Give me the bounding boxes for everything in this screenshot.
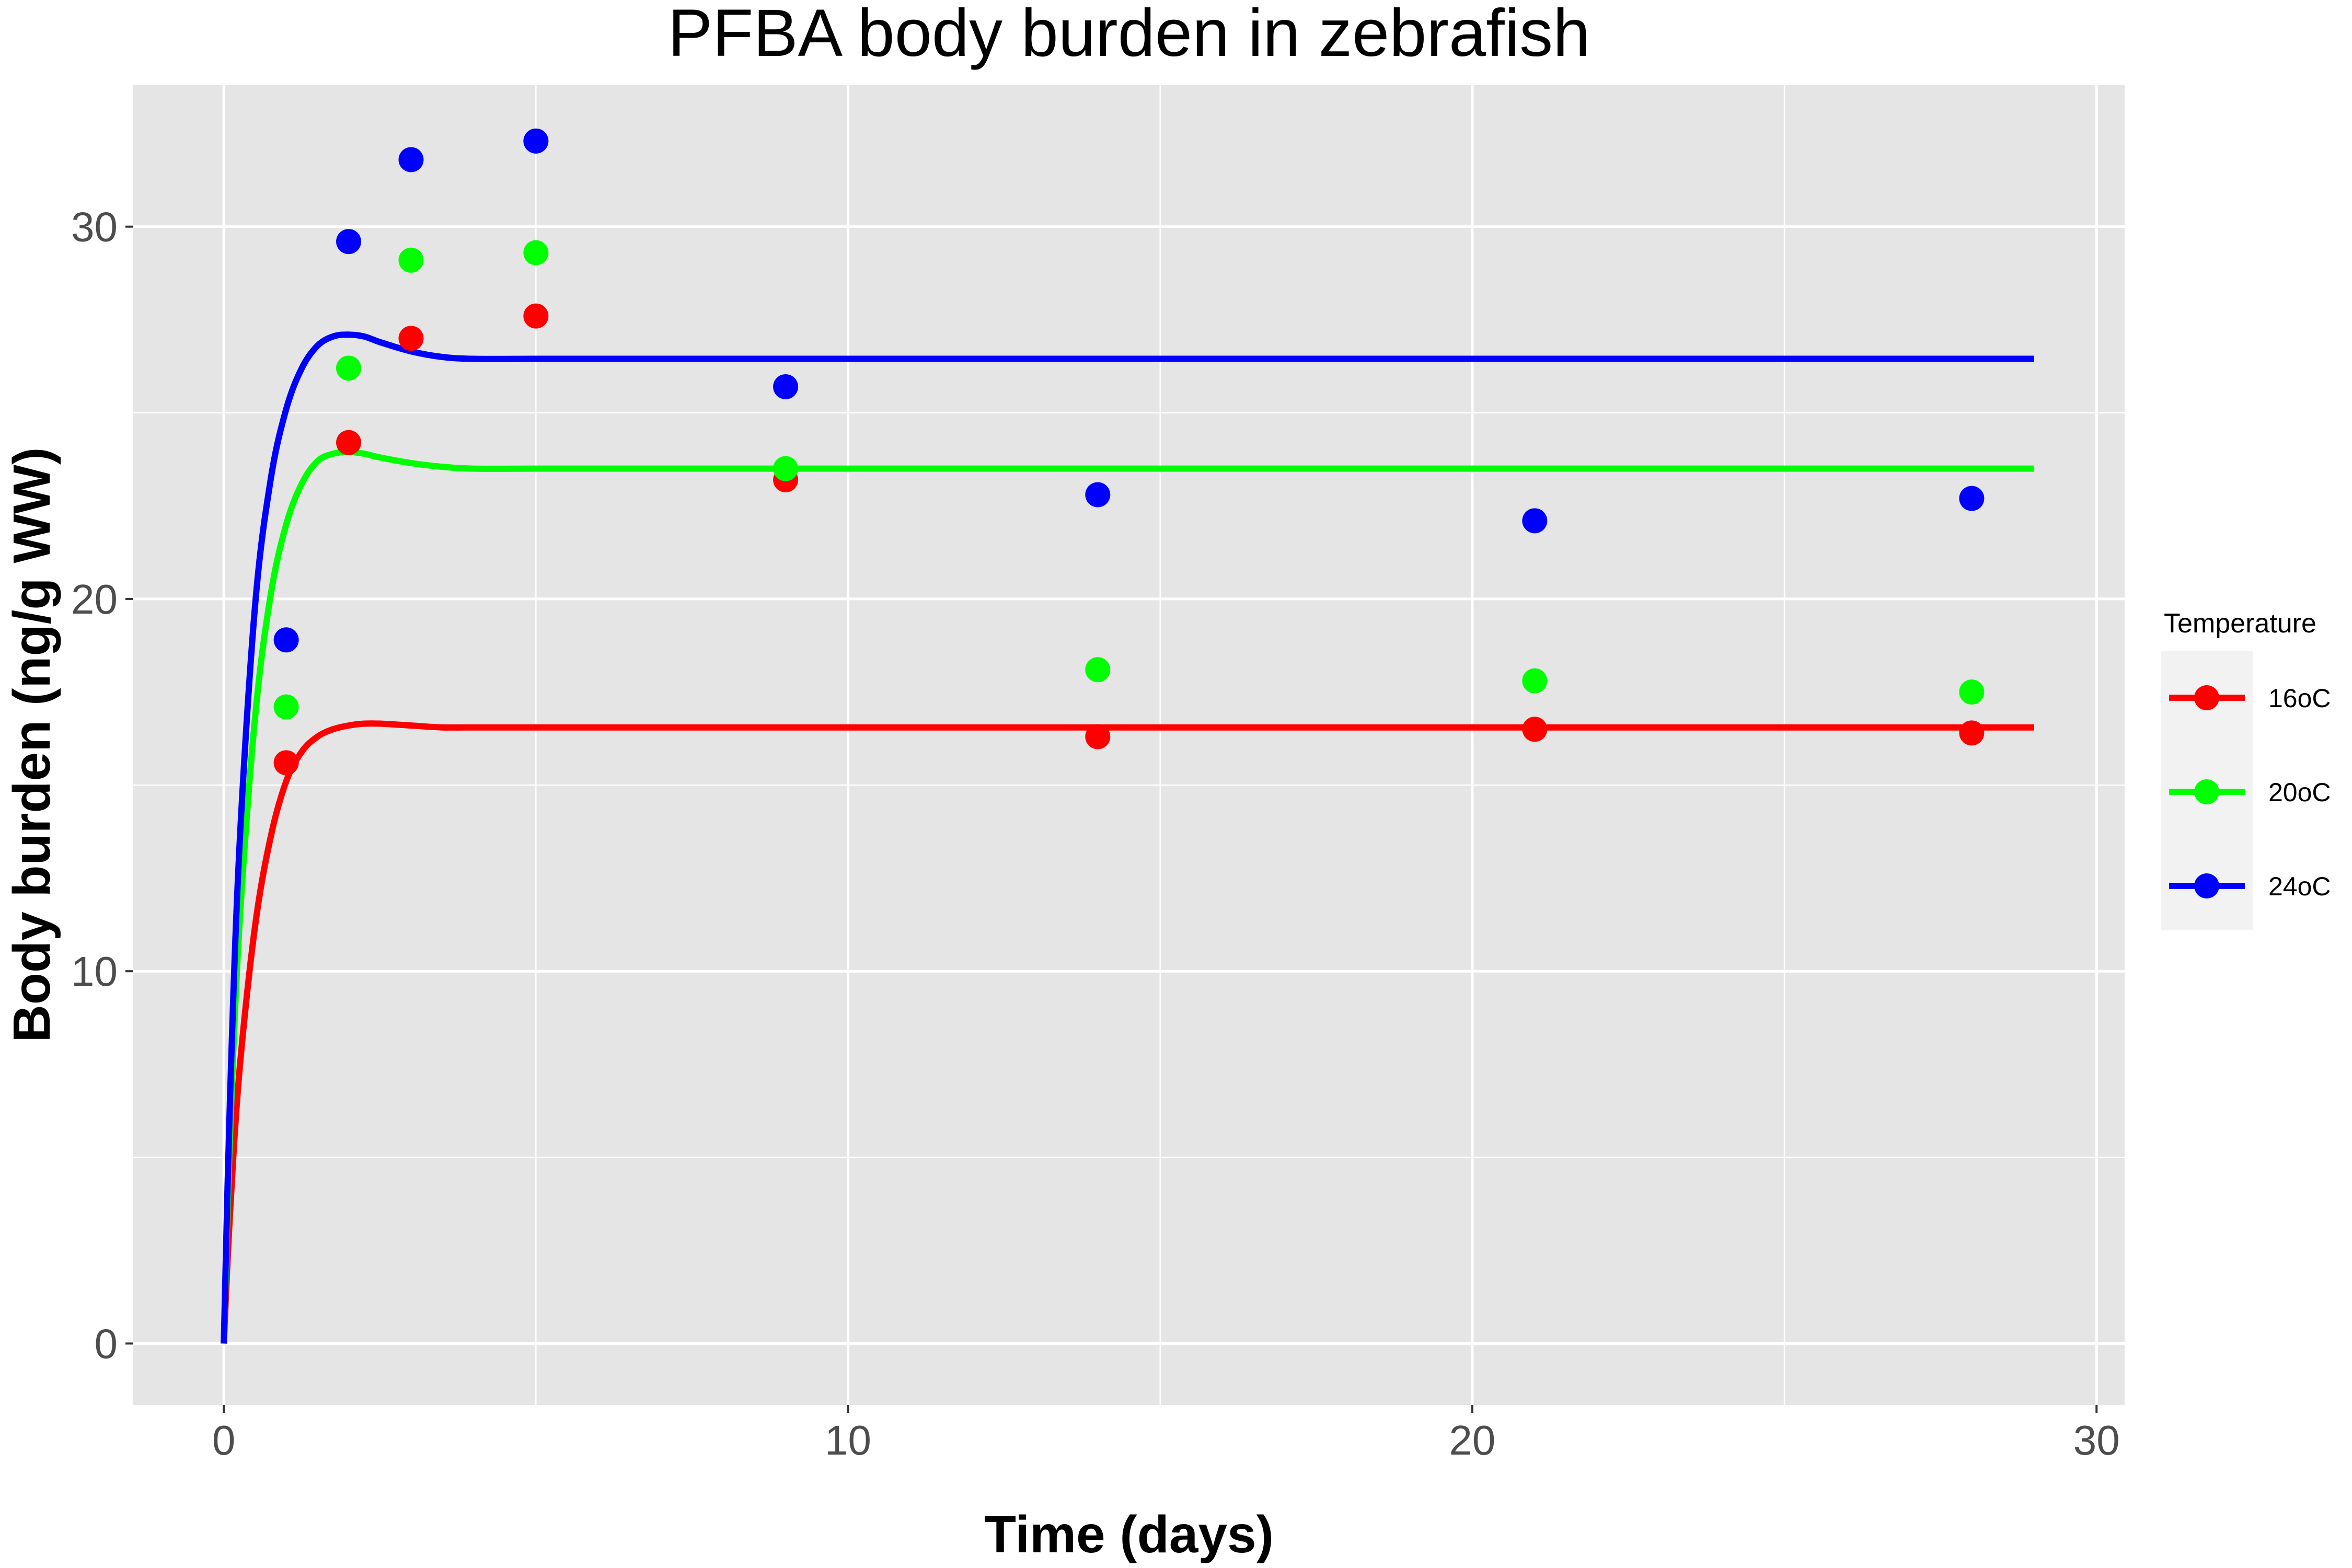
data-points: [273, 128, 1985, 776]
legend-label: 24oC: [2268, 872, 2331, 901]
data-point-20oC: [273, 694, 299, 720]
data-point-20oC: [1522, 668, 1548, 694]
major-gridlines: [133, 85, 2125, 1405]
fit-curves: [221, 331, 2034, 1344]
fit-line-20oC: [221, 448, 2034, 1344]
x-tick-label: 10: [825, 1417, 871, 1463]
y-tick-label: 30: [71, 204, 118, 250]
data-point-24oC: [773, 374, 799, 399]
data-point-16oC: [523, 303, 549, 329]
data-point-16oC: [273, 750, 299, 776]
y-axis-title: Body burden (ng/g WW): [3, 447, 61, 1043]
x-tick-label: 20: [1449, 1417, 1495, 1463]
legend-label: 20oC: [2268, 778, 2331, 807]
data-point-16oC: [336, 430, 362, 455]
legend-key-point: [2194, 779, 2219, 804]
x-axis-ticks: 0 10 20 30: [212, 1405, 2120, 1463]
data-point-20oC: [1085, 657, 1111, 683]
data-point-24oC: [336, 229, 362, 255]
data-point-16oC: [1959, 720, 1985, 746]
plot-panel: [133, 85, 2125, 1405]
data-point-24oC: [1522, 508, 1548, 534]
legend-label: 16oC: [2268, 684, 2331, 713]
legend-title: Temperature: [2164, 608, 2316, 639]
data-point-24oC: [1959, 486, 1985, 511]
data-point-16oC: [1522, 717, 1548, 742]
y-tick-label: 20: [71, 576, 118, 622]
data-point-24oC: [273, 627, 299, 653]
x-tick-label: 0: [212, 1417, 236, 1463]
y-tick-label: 10: [71, 948, 118, 995]
data-point-16oC: [1085, 724, 1111, 750]
data-point-24oC: [398, 147, 424, 172]
data-point-20oC: [523, 240, 549, 266]
fit-line-16oC: [221, 720, 2034, 1344]
fit-line-24oC: [221, 331, 2034, 1344]
chart-title: PFBA body burden in zebrafish: [668, 0, 1590, 71]
data-point-20oC: [336, 355, 362, 381]
data-point-20oC: [773, 456, 799, 481]
legend-key-point: [2194, 685, 2219, 710]
data-point-24oC: [523, 128, 549, 154]
x-tick-label: 30: [2073, 1417, 2120, 1463]
data-point-24oC: [1085, 482, 1111, 508]
y-axis-ticks: 0 10 20 30: [71, 204, 133, 1367]
legend-items: 16oC 20oC 24oC: [2161, 651, 2331, 930]
legend-key-point: [2194, 873, 2219, 898]
minor-gridlines: [133, 85, 2125, 1405]
x-axis-title: Time (days): [984, 1505, 1274, 1564]
legend: Temperature 16oC 20oC 24oC: [2161, 608, 2331, 930]
data-point-16oC: [398, 326, 424, 351]
data-point-20oC: [1959, 679, 1985, 705]
y-tick-label: 0: [95, 1320, 118, 1367]
data-point-20oC: [398, 247, 424, 273]
